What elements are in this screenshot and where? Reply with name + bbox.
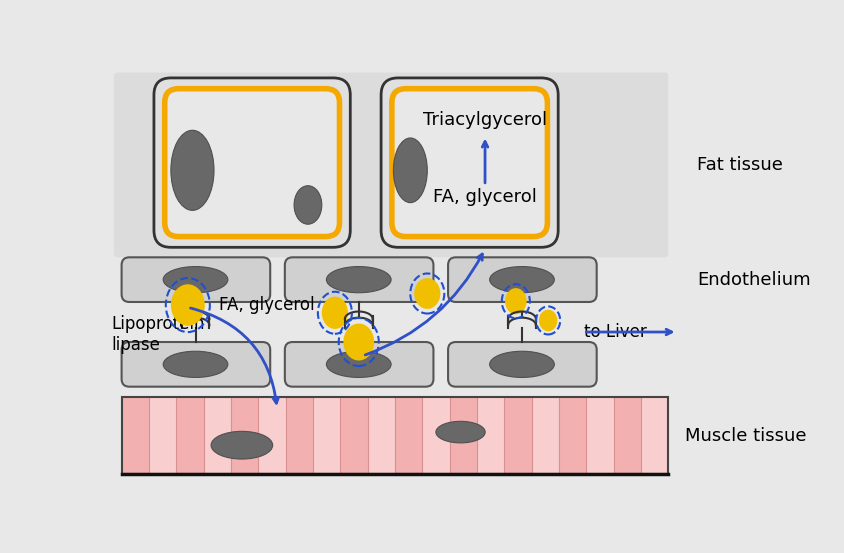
- Bar: [449, 398, 476, 474]
- Ellipse shape: [170, 131, 214, 210]
- FancyBboxPatch shape: [122, 257, 270, 302]
- Bar: [203, 398, 230, 474]
- Ellipse shape: [163, 267, 228, 293]
- Text: Fat tissue: Fat tissue: [696, 156, 782, 174]
- Ellipse shape: [489, 351, 554, 378]
- Bar: [149, 398, 176, 474]
- Bar: [558, 398, 586, 474]
- FancyBboxPatch shape: [447, 257, 596, 302]
- Bar: [258, 398, 285, 474]
- FancyBboxPatch shape: [381, 78, 558, 247]
- Bar: [176, 398, 203, 474]
- FancyBboxPatch shape: [122, 342, 270, 387]
- FancyBboxPatch shape: [447, 342, 596, 387]
- Ellipse shape: [538, 310, 557, 331]
- Ellipse shape: [414, 278, 440, 309]
- Bar: [230, 398, 258, 474]
- Ellipse shape: [294, 186, 322, 224]
- Bar: [422, 398, 449, 474]
- Ellipse shape: [436, 421, 484, 443]
- Ellipse shape: [489, 267, 554, 293]
- Ellipse shape: [326, 267, 391, 293]
- FancyBboxPatch shape: [154, 78, 350, 247]
- Text: FA, glycerol: FA, glycerol: [219, 296, 314, 314]
- FancyBboxPatch shape: [165, 88, 339, 237]
- FancyBboxPatch shape: [114, 72, 668, 257]
- Bar: [613, 398, 641, 474]
- Text: FA, glycerol: FA, glycerol: [433, 188, 536, 206]
- Bar: [122, 398, 668, 474]
- Ellipse shape: [393, 138, 427, 202]
- Ellipse shape: [343, 324, 374, 361]
- Bar: [394, 398, 422, 474]
- Text: Triacylgycerol: Triacylgycerol: [423, 111, 546, 129]
- FancyBboxPatch shape: [284, 342, 433, 387]
- Bar: [285, 398, 312, 474]
- Ellipse shape: [170, 284, 204, 326]
- Ellipse shape: [326, 351, 391, 378]
- Ellipse shape: [505, 288, 526, 314]
- Bar: [122, 398, 149, 474]
- Text: Muscle tissue: Muscle tissue: [684, 427, 806, 445]
- Text: Lipoprotein
lipase: Lipoprotein lipase: [111, 315, 205, 354]
- Bar: [367, 398, 394, 474]
- Ellipse shape: [211, 431, 273, 459]
- Bar: [531, 398, 558, 474]
- Bar: [476, 398, 504, 474]
- Bar: [504, 398, 531, 474]
- Text: to Liver: to Liver: [583, 323, 646, 341]
- FancyBboxPatch shape: [284, 257, 433, 302]
- Bar: [641, 398, 668, 474]
- Text: Endothelium: Endothelium: [696, 270, 809, 289]
- Bar: [312, 398, 340, 474]
- Bar: [586, 398, 613, 474]
- Bar: [340, 398, 367, 474]
- FancyBboxPatch shape: [392, 88, 547, 237]
- Ellipse shape: [163, 351, 228, 378]
- Ellipse shape: [322, 296, 348, 329]
